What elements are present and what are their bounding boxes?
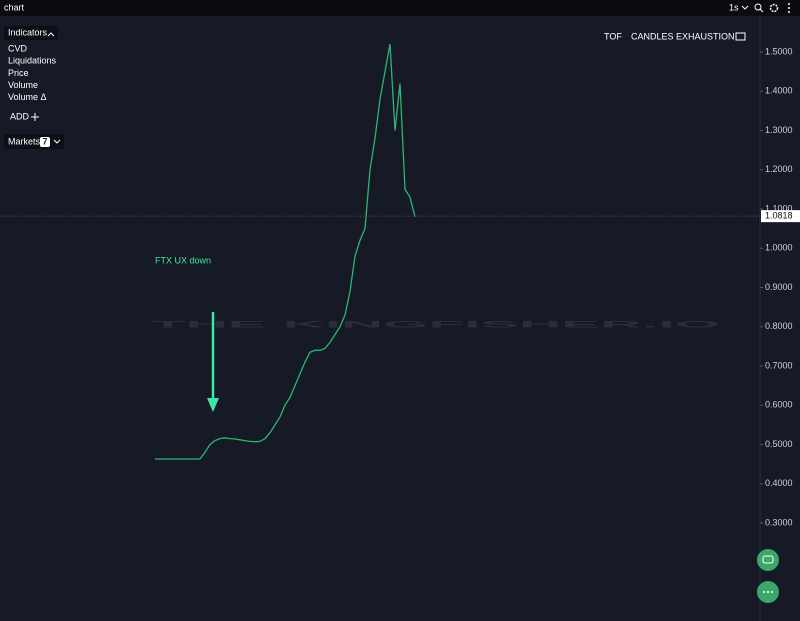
y-tick-label: 1.3000 [765, 125, 793, 135]
search-handle [759, 8, 764, 13]
y-tick-label: 0.8000 [765, 321, 793, 331]
last-price-box [761, 210, 800, 223]
y-tick-label: 1.0000 [765, 243, 793, 253]
indicator-item: Price [8, 68, 29, 78]
add-icon[interactable] [31, 113, 39, 121]
add-button[interactable]: ADD [10, 111, 30, 121]
markets-badge [40, 137, 50, 147]
toolbar-item[interactable]: CANDLES EXHAUSTION [631, 31, 735, 41]
indicator-item: Volume [8, 80, 38, 90]
indicator-list: CVD Liquidations Price Volume Volume Δ [8, 43, 57, 102]
window-title: chart [4, 2, 25, 12]
indicator-item: Liquidations [8, 56, 57, 66]
indicators-caret[interactable] [47, 32, 55, 37]
interval-caret[interactable] [741, 5, 749, 10]
indicator-item: Volume Δ [8, 92, 47, 102]
toolbar-item[interactable]: TOF [604, 31, 622, 41]
chat-icon [762, 555, 774, 564]
y-tick-label: 0.3000 [765, 517, 793, 527]
top-bar [0, 0, 800, 16]
last-price-label: 1.0818 [765, 211, 793, 221]
y-tick-label: 0.5000 [765, 439, 793, 449]
more-icon[interactable] [788, 3, 790, 13]
markets-count: 7 [42, 136, 47, 146]
interval[interactable]: 1s [729, 2, 739, 12]
y-tick-label: 0.7000 [765, 360, 793, 370]
chat-button[interactable] [757, 549, 779, 571]
watermark: THE KINGFISHER.IO [150, 319, 720, 329]
search-icon[interactable] [754, 3, 762, 11]
annotation: FTX UX down [155, 255, 211, 265]
y-tick-label: 1.1000 [765, 203, 793, 213]
y-tick-label: 1.4000 [765, 86, 793, 96]
menu-icon [763, 591, 773, 593]
indicators-header[interactable] [4, 26, 58, 40]
arrow-head [207, 398, 219, 412]
y-tick-label: 0.9000 [765, 282, 793, 292]
plot: 0.3000 0.4000 0.5000 0.6000 0.7000 0.8000 0.90… [0, 43, 800, 527]
y-tick-label: 1.2000 [765, 164, 793, 174]
y-tick-label: 1.5000 [765, 46, 793, 56]
markets-label[interactable]: Markets [8, 136, 41, 146]
indicator-item: CVD [8, 43, 28, 53]
markets-caret[interactable] [53, 139, 61, 144]
indicators-title[interactable]: Indicators [8, 27, 48, 37]
settings-icon[interactable] [769, 3, 779, 13]
screenshot-icon[interactable] [735, 32, 746, 41]
y-tick-label: 0.4000 [765, 478, 793, 488]
y-tick-label: 0.6000 [765, 400, 793, 410]
price-line [155, 43, 416, 460]
